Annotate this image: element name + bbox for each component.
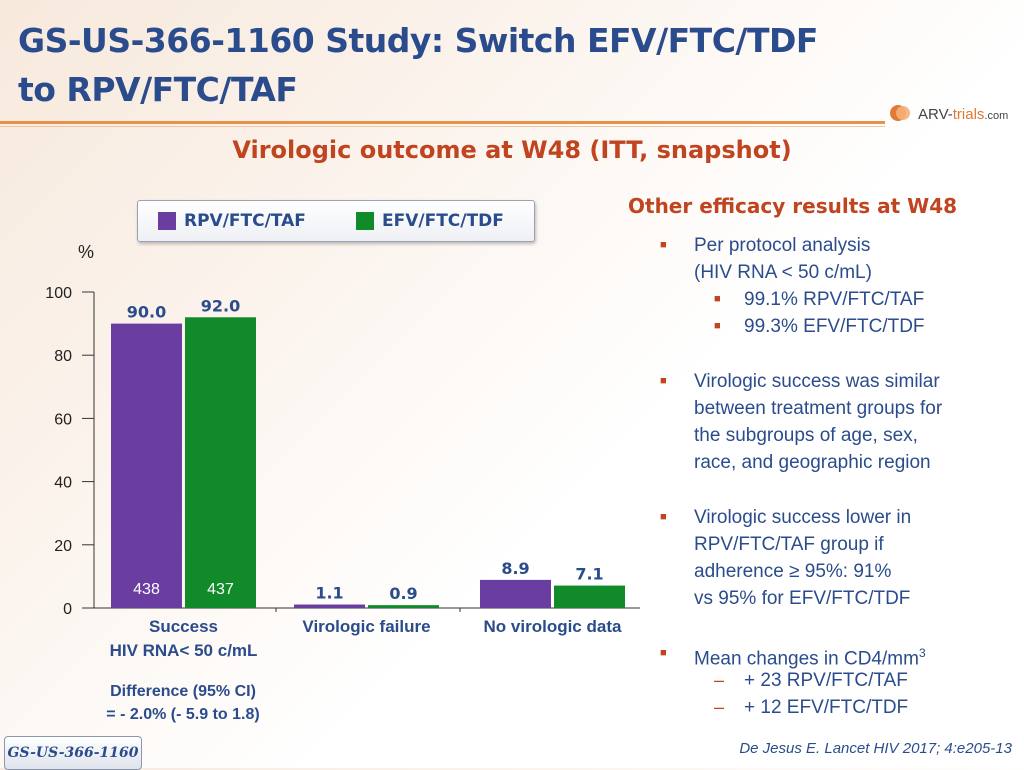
bullet-marker: ■ [714,320,721,332]
x-category-label: No virologic data [484,617,622,636]
citation: De Jesus E. Lancet HIV 2017; 4:e205-13 [739,740,1012,757]
header-divider [0,121,885,124]
legend-item-efv: EFV/FTC/TDF [356,211,504,231]
legend-swatch-rpv [158,212,176,230]
bullet-text: vs 95% for EFV/FTC/TDF [694,588,911,609]
x-category-label: HIV RNA< 50 c/mL [110,641,258,660]
bullet-text: Virologic success lower in [694,507,912,528]
dash-marker: – [714,670,725,690]
bar [185,317,256,608]
bar [480,579,551,608]
difference-title: Difference (95% CI) [110,683,256,700]
bar [368,605,439,608]
sub-bullet-text: + 12 EFV/FTC/TDF [744,697,909,718]
y-tick-label: 80 [54,348,72,365]
bullet-text: RPV/FTC/TAF group if [694,534,884,555]
sub-bullet-text: 99.1% RPV/FTC/TAF [744,289,925,310]
dash-marker: – [714,697,725,717]
bar-value-label: 0.9 [389,584,417,603]
bar-n-label: 438 [133,581,160,598]
y-tick-label: 60 [54,411,72,428]
bullet-text: adherence ≥ 95%: 91% [694,561,892,582]
bullet-text: the subgroups of age, sex, [694,425,918,446]
legend-label-rpv: RPV/FTC/TAF [184,211,306,231]
bullet-cd4-text: Mean changes in CD4/mm [694,648,919,670]
svg-text:ARV-trials.com: ARV-trials.com [918,106,1008,123]
bullet-text: Virologic success was similar [694,371,940,392]
slide-title-line2: to RPV/FTC/TAF [18,70,298,109]
chart-legend: RPV/FTC/TAF EFV/FTC/TDF [137,200,535,242]
bar-value-label: 7.1 [575,565,603,584]
y-tick-label: 40 [54,475,72,492]
bullet-text: (HIV RNA < 50 c/mL) [694,262,872,283]
bar-value-label: 92.0 [201,296,240,315]
bullet-text: race, and geographic region [694,452,931,473]
y-tick-label: 20 [54,538,72,555]
logo-text-b: trials [953,106,985,123]
bar [111,323,182,608]
legend-item-rpv: RPV/FTC/TAF [158,211,306,231]
bullet-cd4-superscript: 3 [918,646,926,660]
bar-value-label: 8.9 [501,559,529,578]
x-category-label: Success [149,617,218,636]
bullet-marker: ■ [660,239,667,251]
other-efficacy-title: Other efficacy results at W48 [628,194,958,218]
bullet-text: between treatment groups for [694,398,943,419]
y-tick-label: 100 [45,285,72,302]
sub-bullet-text: + 23 RPV/FTC/TAF [744,670,908,691]
legend-swatch-efv [356,212,374,230]
bullet-text: Mean changes in CD4/mm3 [694,640,926,672]
legend-label-efv: EFV/FTC/TDF [382,211,504,231]
bullet-marker: ■ [714,293,721,305]
chart-subtitle: Virologic outcome at W48 (ITT, snapshot) [232,136,792,164]
slide-title: GS-US-366-1160 Study: Switch EFV/FTC/TDF… [18,16,818,114]
x-category-label: Virologic failure [302,617,430,636]
bar-n-label: 437 [207,581,234,598]
slide-title-line1: GS-US-366-1160 Study: Switch EFV/FTC/TDF [18,21,818,60]
bar [554,585,625,608]
bullet-marker: ■ [660,511,667,523]
arv-trials-logo: ARV-trials.com [888,100,1016,128]
logo-text-a: ARV- [918,106,953,123]
y-tick-label: 0 [63,601,72,618]
bar-value-label: 90.0 [127,303,166,322]
y-axis-label: % [78,242,94,262]
study-tab: GS-US-366-1160 [4,736,142,770]
bar-value-label: 1.1 [315,584,343,603]
bar [294,604,365,608]
bullet-marker: ■ [660,375,667,387]
header-divider-thin [0,126,885,127]
bullet-marker: ■ [660,647,667,659]
sub-bullet-text: 99.3% EFV/FTC/TDF [744,316,925,337]
bullet-text: Per protocol analysis [694,235,871,256]
difference-value: = - 2.0% (- 5.9 to 1.8) [106,706,260,723]
difference-box: Difference (95% CI) = - 2.0% (- 5.9 to 1… [60,680,306,726]
logo-text-c: .com [984,110,1008,122]
